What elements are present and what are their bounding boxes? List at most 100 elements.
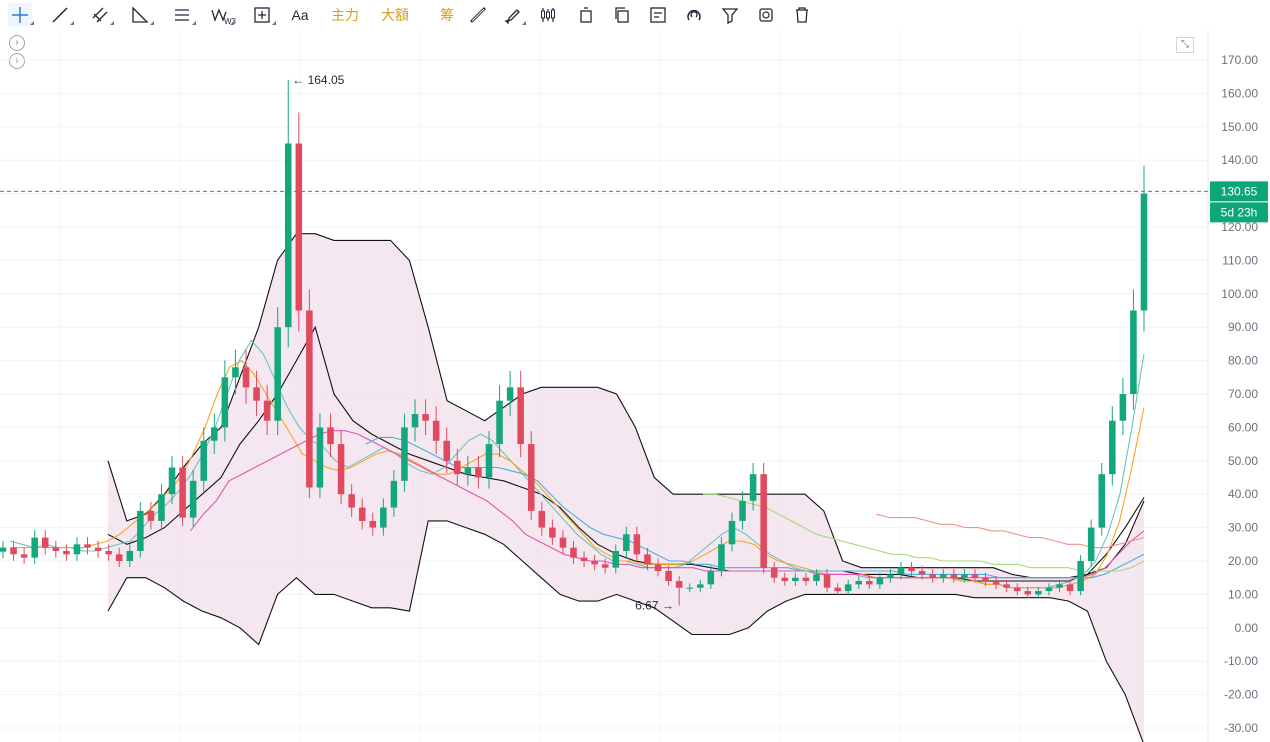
- text-tool[interactable]: Aa: [291, 7, 309, 23]
- y-tick-label: 60.00: [1228, 420, 1258, 434]
- y-tick-label: 100.00: [1221, 287, 1258, 301]
- candle-down: [665, 571, 672, 582]
- bollinger-upper-line: [107, 233, 1145, 579]
- moving-average-line-4: [365, 436, 1145, 579]
- sync-icon[interactable]: [754, 3, 778, 27]
- candle-down: [475, 467, 482, 478]
- candle-up: [390, 480, 398, 508]
- candle-up: [232, 367, 239, 378]
- candle-down: [802, 577, 810, 582]
- candle-down: [538, 510, 546, 528]
- candle-up: [401, 427, 408, 481]
- candle-down: [337, 444, 345, 495]
- candle-down: [580, 557, 588, 561]
- wave-pattern-icon[interactable]: W3: [208, 3, 236, 27]
- candle-down: [1024, 591, 1032, 595]
- moving-average-line-2: [10, 359, 1145, 589]
- candle-up: [728, 520, 736, 545]
- candle-up: [697, 584, 704, 588]
- candle-up: [189, 480, 197, 518]
- candle-up: [316, 427, 324, 488]
- candle-up: [749, 474, 757, 501]
- submenu-arrow-icon: [230, 21, 234, 25]
- crosshair-icon[interactable]: [8, 3, 34, 27]
- candle-down: [20, 554, 28, 558]
- candle-up: [718, 544, 725, 572]
- candle-up: [126, 550, 134, 561]
- candle-up: [496, 400, 503, 445]
- candle-down: [992, 581, 1000, 585]
- indicator-tool-9[interactable]: 大額: [381, 7, 409, 23]
- expand-indicators-icon[interactable]: ›: [9, 35, 25, 51]
- candle-up: [707, 571, 715, 585]
- indicator-tool-8[interactable]: 主力: [331, 7, 359, 23]
- candle-up: [686, 587, 693, 589]
- y-tick-label: 120.00: [1221, 220, 1258, 234]
- candle-up: [961, 574, 968, 578]
- candle-up: [623, 534, 630, 551]
- candle-down: [527, 444, 535, 511]
- candle-up: [739, 500, 746, 521]
- price-chart[interactable]: ← 164.05 6.67 → 170.00 160.00 150.00 140.00 13…: [0, 30, 1270, 742]
- candle-down: [306, 310, 313, 488]
- y-tick-label: 160.00: [1221, 86, 1258, 100]
- candle-down: [633, 534, 641, 555]
- note-icon[interactable]: [646, 3, 670, 27]
- submenu-arrow-icon: [70, 21, 74, 25]
- parallel-channel-icon[interactable]: [88, 3, 114, 27]
- candle-up: [939, 574, 947, 578]
- candle-up: [887, 574, 894, 578]
- bollinger-lower-line: [107, 520, 1144, 742]
- ruler-icon[interactable]: [466, 3, 490, 27]
- candle-up: [1056, 584, 1063, 588]
- candle-up: [813, 574, 820, 582]
- candle-down: [63, 550, 70, 555]
- candle-down: [866, 581, 873, 585]
- submenu-arrow-icon: [192, 21, 196, 25]
- candle-down: [454, 460, 461, 475]
- candle-down: [348, 494, 355, 508]
- candle-down: [84, 544, 91, 548]
- candle-up: [1130, 310, 1137, 394]
- y-tick-label: 140.00: [1221, 153, 1258, 167]
- y-tick-label: 70.00: [1228, 387, 1258, 401]
- candle-up: [855, 581, 863, 585]
- moving-average-line-5: [703, 493, 1145, 572]
- filter-icon[interactable]: [718, 3, 742, 27]
- candle-up: [1035, 591, 1042, 595]
- horizontal-lines-icon[interactable]: [170, 3, 196, 27]
- candle-up: [1109, 420, 1116, 475]
- delete-one-icon[interactable]: [574, 3, 598, 27]
- current-price-value: 130.65: [1221, 184, 1258, 198]
- trash-icon[interactable]: [790, 3, 814, 27]
- candle-down: [918, 571, 926, 575]
- brush-icon[interactable]: [500, 3, 526, 27]
- candle-up: [506, 387, 514, 401]
- y-tick-label: 110.00: [1222, 253, 1258, 267]
- candle-up: [168, 467, 176, 495]
- submenu-arrow-icon: [30, 21, 34, 25]
- y-tick-label: 40.00: [1228, 487, 1258, 501]
- candle-up: [612, 550, 620, 568]
- candle-down: [115, 554, 123, 561]
- copy-icon[interactable]: [610, 3, 634, 27]
- fullscreen-icon[interactable]: ⤡: [1176, 37, 1194, 53]
- trend-line-icon[interactable]: [48, 3, 74, 27]
- candle-up: [0, 547, 7, 552]
- measure-box-icon[interactable]: [250, 3, 276, 27]
- candle-up: [284, 143, 292, 328]
- submenu-arrow-icon: [150, 21, 154, 25]
- candles-icon[interactable]: [536, 3, 560, 27]
- candle-up: [1045, 587, 1053, 592]
- candle-up: [485, 444, 493, 478]
- candle-down: [591, 561, 598, 565]
- drawing-toolbar: W3 Aa 主力 大額 筹: [0, 0, 1270, 30]
- candle-up: [73, 544, 81, 555]
- candle-down: [654, 564, 662, 572]
- low-price-label: 6.67 →: [635, 599, 674, 613]
- indicator-tool-10[interactable]: 筹: [440, 7, 454, 23]
- candle-up: [1077, 561, 1084, 592]
- triangle-ruler-icon[interactable]: [128, 3, 154, 27]
- candle-down: [929, 574, 936, 578]
- magnet-icon[interactable]: [682, 3, 706, 27]
